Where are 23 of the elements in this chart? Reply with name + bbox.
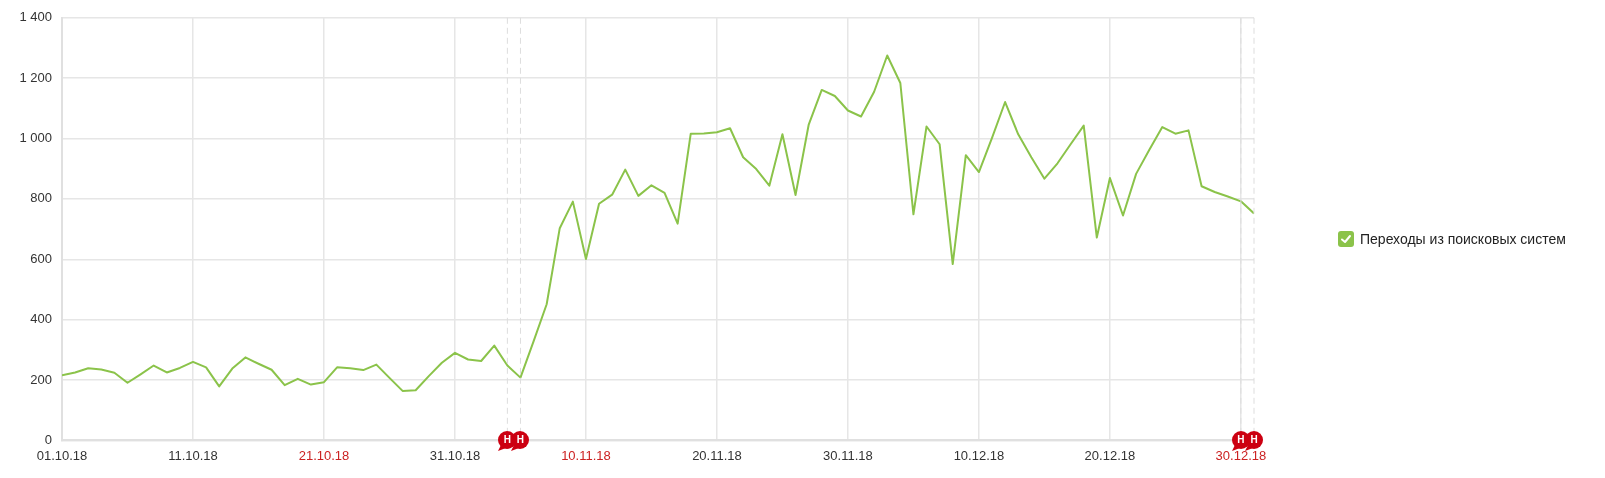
- y-tick-label: 200: [30, 371, 52, 387]
- legend-label: Переходы из поисковых систем: [1360, 231, 1566, 247]
- y-tick-label: 1 000: [19, 130, 52, 146]
- x-tick-label: 20.11.18: [692, 447, 742, 463]
- y-tick-label: 0: [44, 431, 52, 447]
- x-tick-label: 10.11.18: [561, 447, 611, 463]
- y-tick-label: 1 400: [19, 9, 52, 25]
- y-tick-label: 600: [30, 250, 52, 266]
- x-tick-label: 01.10.18: [36, 447, 88, 463]
- ref-line-label: Н: [1230, 433, 1251, 448]
- ref-line-label: Н: [497, 433, 518, 448]
- x-tick-label: 30.12.18: [1215, 447, 1267, 463]
- x-tick-label: 30.11.18: [823, 447, 873, 463]
- x-tick-label: 11.10.18: [168, 447, 218, 463]
- ref-line-label: Н: [1244, 433, 1264, 448]
- x-tick-label: 10.12.18: [953, 447, 1005, 463]
- ref-line-label: Н: [510, 433, 531, 448]
- y-tick-label: 800: [30, 190, 52, 206]
- x-tick-label: 21.10.18: [298, 447, 350, 463]
- x-tick-label: 20.12.18: [1084, 447, 1136, 463]
- y-tick-label: 1 200: [19, 69, 52, 85]
- y-tick-label: 400: [30, 311, 52, 327]
- x-tick-label: 31.10.18: [429, 447, 481, 463]
